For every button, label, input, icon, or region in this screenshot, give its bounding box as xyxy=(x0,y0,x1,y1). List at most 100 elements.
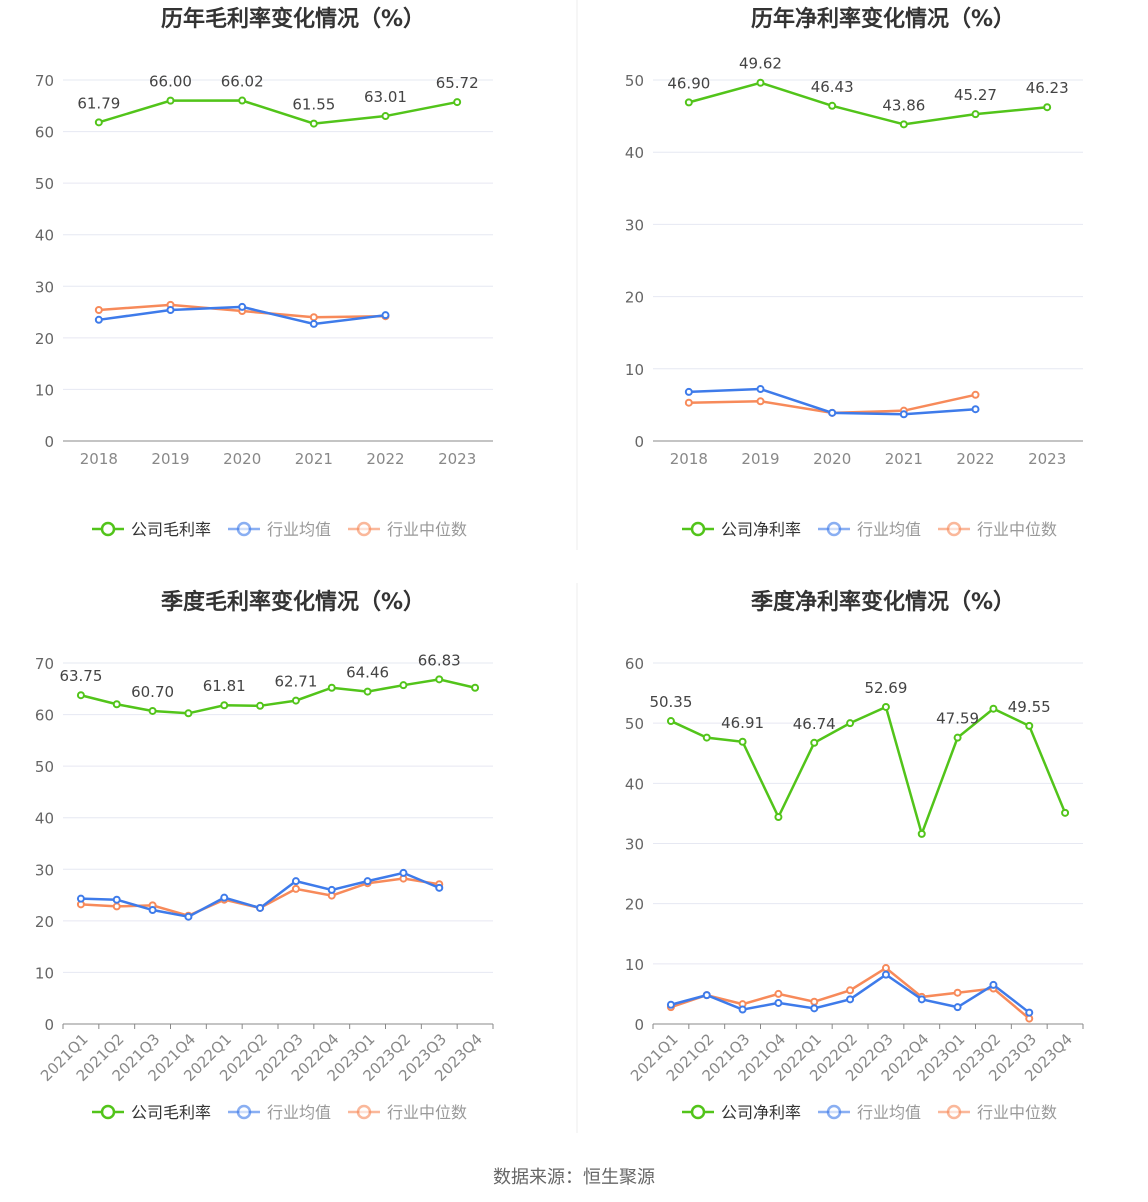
data-point-company xyxy=(238,96,247,105)
legend-marker xyxy=(100,1104,116,1120)
chart-title: 历年净利率变化情况（%） xyxy=(751,6,1015,32)
y-tick-label: 10 xyxy=(625,956,644,974)
data-label: 66.00 xyxy=(149,73,192,91)
legend-item-company[interactable]: 公司毛利率 xyxy=(92,520,211,539)
y-tick-label: 0 xyxy=(44,1016,54,1034)
legend-item-industry_median[interactable]: 行业中位数 xyxy=(348,520,467,539)
series-line-company xyxy=(80,678,476,715)
data-point-company xyxy=(881,702,890,711)
x-tick-label: 2018 xyxy=(80,450,118,468)
data-point-industry_avg xyxy=(684,387,693,396)
data-point-industry_median xyxy=(309,313,318,322)
legend-marker xyxy=(356,1104,372,1120)
data-point-industry_median xyxy=(684,398,693,407)
y-tick-label: 60 xyxy=(625,655,644,673)
data-point-company xyxy=(166,96,175,105)
data-label: 46.23 xyxy=(1026,79,1069,97)
data-point-industry_avg xyxy=(738,1005,747,1014)
data-point-industry_avg xyxy=(810,1004,819,1013)
data-label: 63.01 xyxy=(364,88,407,106)
x-tick-label: 2018 xyxy=(670,450,708,468)
legend-label: 公司净利率 xyxy=(721,1103,801,1122)
data-point-industry_avg xyxy=(291,877,300,886)
data-point-industry_avg xyxy=(112,895,121,904)
y-tick-label: 70 xyxy=(35,72,54,90)
data-point-industry_avg xyxy=(953,1003,962,1012)
legend-item-industry_avg[interactable]: 行业均值 xyxy=(228,1103,331,1122)
data-point-company xyxy=(363,687,372,696)
data-point-company xyxy=(810,738,819,747)
legend-label: 行业均值 xyxy=(857,520,921,539)
y-tick-label: 40 xyxy=(625,775,644,793)
data-label: 65.72 xyxy=(436,74,479,92)
y-tick-label: 10 xyxy=(35,964,54,982)
legend-label: 公司毛利率 xyxy=(131,520,211,539)
legend-item-industry_median[interactable]: 行业中位数 xyxy=(938,520,1057,539)
chart-title: 历年毛利率变化情况（%） xyxy=(161,6,425,32)
data-point-company xyxy=(453,98,462,107)
data-label: 46.91 xyxy=(721,714,764,732)
legend-item-industry_avg[interactable]: 行业均值 xyxy=(818,520,921,539)
data-label: 46.43 xyxy=(811,78,854,96)
y-tick-label: 40 xyxy=(35,227,54,245)
legend-item-industry_median[interactable]: 行业中位数 xyxy=(938,1103,1057,1122)
legend-label: 行业均值 xyxy=(267,1103,331,1122)
y-tick-label: 20 xyxy=(35,913,54,931)
legend-item-industry_avg[interactable]: 行业均值 xyxy=(818,1103,921,1122)
data-label: 46.74 xyxy=(793,715,836,733)
data-point-company xyxy=(917,829,926,838)
data-point-industry_avg xyxy=(184,912,193,921)
x-tick-label: 2019 xyxy=(151,450,189,468)
data-label: 49.62 xyxy=(739,55,782,73)
chart-panel: 历年净利率变化情况（%） 0 10 20 30 40 50 2018 2019 2020 2021 2… xyxy=(625,6,1083,539)
data-label: 62.71 xyxy=(274,673,317,691)
data-point-industry_avg xyxy=(148,906,157,915)
data-point-industry_avg xyxy=(94,315,103,324)
data-label: 45.27 xyxy=(954,86,997,104)
y-tick-label: 30 xyxy=(625,836,644,854)
legend-item-industry_median[interactable]: 行业中位数 xyxy=(348,1103,467,1122)
data-point-industry_avg xyxy=(238,302,247,311)
data-point-company xyxy=(309,119,318,128)
x-tick-label: 2019 xyxy=(741,450,779,468)
data-source: 数据来源：恒生聚源 xyxy=(493,1167,655,1188)
y-tick-label: 60 xyxy=(35,124,54,142)
data-label: 63.75 xyxy=(59,667,102,685)
data-point-industry_avg xyxy=(76,894,85,903)
legend-marker xyxy=(236,1104,252,1120)
y-tick-label: 40 xyxy=(625,144,644,162)
data-point-company xyxy=(989,704,998,713)
data-point-company xyxy=(112,700,121,709)
data-point-industry_median xyxy=(94,306,103,315)
data-point-industry_median xyxy=(112,902,121,911)
legend-item-industry_avg[interactable]: 行业均值 xyxy=(228,520,331,539)
data-point-company xyxy=(1043,103,1052,112)
data-point-company xyxy=(184,709,193,718)
chart-title: 季度净利率变化情况（%） xyxy=(751,589,1015,615)
data-label: 61.81 xyxy=(203,677,246,695)
y-tick-label: 10 xyxy=(625,361,644,379)
data-point-company xyxy=(702,733,711,742)
data-point-company xyxy=(399,681,408,690)
series-line-company xyxy=(670,705,1067,838)
legend-label: 行业中位数 xyxy=(977,1103,1057,1122)
chart-panel: 季度毛利率变化情况（%）0102030405060702021Q12021Q22… xyxy=(35,589,494,1122)
data-point-company xyxy=(220,701,229,710)
y-tick-label: 0 xyxy=(44,433,54,451)
data-point-industry_avg xyxy=(220,893,229,902)
data-point-industry_avg xyxy=(828,408,837,417)
x-tick-label: 2022 xyxy=(366,450,404,468)
legend-item-company[interactable]: 公司净利率 xyxy=(682,520,801,539)
data-label: 52.69 xyxy=(864,679,907,697)
legend-item-company[interactable]: 公司净利率 xyxy=(682,1103,801,1122)
data-label: 64.46 xyxy=(346,664,389,682)
legend-item-company[interactable]: 公司毛利率 xyxy=(92,1103,211,1122)
y-tick-label: 20 xyxy=(35,330,54,348)
y-tick-label: 30 xyxy=(35,861,54,879)
data-point-company xyxy=(381,112,390,121)
chart-title: 季度毛利率变化情况（%） xyxy=(161,589,425,615)
data-point-company xyxy=(1061,808,1070,817)
x-tick-label: 2021 xyxy=(295,450,333,468)
data-point-industry_avg xyxy=(899,410,908,419)
